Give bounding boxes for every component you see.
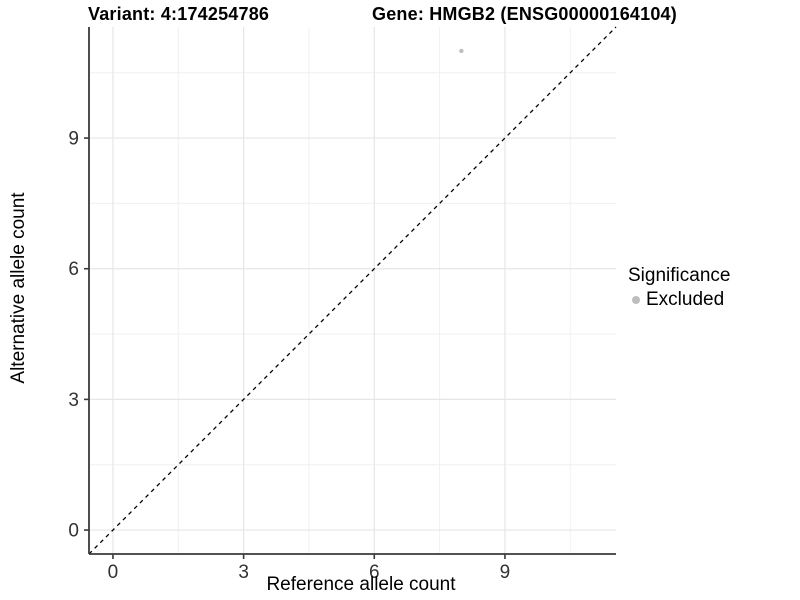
y-axis-title: Alternative allele count: [8, 192, 29, 384]
x-tick-label: 0: [108, 562, 119, 583]
x-axis-title: Reference allele count: [266, 574, 456, 595]
y-tick-label: 0: [68, 521, 79, 542]
plot-title-variant: Variant: 4:174254786: [88, 4, 270, 24]
x-tick-label: 3: [238, 562, 249, 583]
y-tick-label: 9: [68, 129, 79, 150]
plot-title-gene: Gene: HMGB2 (ENSG00000164104): [372, 4, 677, 24]
y-tick-label: 3: [68, 390, 79, 411]
legend: Significance Excluded: [628, 265, 730, 311]
x-tick-label: 6: [369, 562, 380, 583]
legend-item-label: Excluded: [646, 289, 725, 310]
y-tick-label: 6: [68, 259, 79, 280]
legend-item: Excluded: [628, 289, 730, 311]
x-tick-label: 9: [500, 562, 511, 583]
legend-title: Significance: [628, 265, 731, 286]
data-point: [459, 48, 464, 54]
legend-key-circle-icon: [632, 296, 640, 304]
identity-reference-line: [88, 26, 617, 555]
